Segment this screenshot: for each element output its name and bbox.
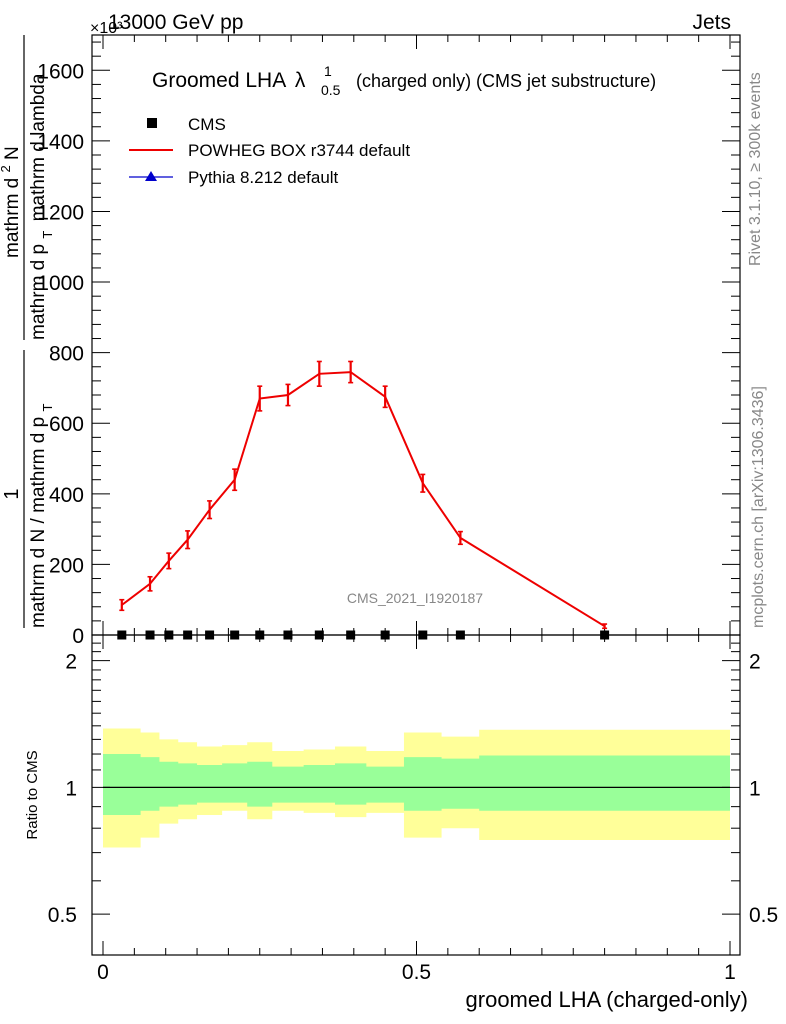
legend-powheg-label: POWHEG BOX r3744 default: [188, 141, 410, 160]
header-exponent: ×10³: [90, 20, 123, 37]
main-axes: 0 200 400 600 800 1000 1200 1400 1600: [37, 35, 740, 648]
ratio-axes: 0.5 0.5 1 1 2 2 0 0.5 1: [48, 634, 778, 984]
mcplots-label: mcplots.cern.ch [arXiv:1306.3436]: [750, 386, 767, 628]
ylabel-bottom-num-rest: N: [2, 146, 23, 160]
main-panel: 0 200 400 600 800 1000 1200 1400 1600 Groomed LH…: [37, 34, 741, 648]
ylabel-top-den: mathrm d N / mathrm d p T: [28, 404, 55, 628]
ylabel-top-den-text: mathrm d N / mathrm d p: [28, 417, 49, 628]
ylabel-bottom-num-sup: 2: [0, 165, 13, 172]
ratio-y-tick-label-right: 1: [749, 777, 761, 800]
y-tick-label: 800: [49, 343, 84, 366]
y-tick-label: 0: [72, 625, 84, 648]
x-tick-label: 0: [97, 961, 109, 984]
y-tick-label: 200: [49, 554, 84, 577]
title-lambda: λ: [295, 69, 306, 92]
ylabel-bottom-num: mathrm d 2 N: [0, 146, 23, 258]
legend-cms-marker: [147, 118, 157, 128]
ylabel-bottom-num-text: mathrm d: [2, 178, 23, 258]
ratio-y-tick-label-left: 2: [65, 651, 77, 674]
x-tick-label: 1: [724, 961, 736, 984]
ratio-ylabel: Ratio to CMS: [24, 750, 41, 839]
ratio-panel: 0.5 0.5 1 1 2 2 0 0.5 1: [48, 634, 778, 984]
title-sup: 1: [324, 63, 332, 79]
y-tick-label: 1400: [37, 131, 84, 154]
ylabel-bottom-den-sub: T: [40, 231, 55, 239]
ratio-bands: [103, 728, 730, 848]
ylabel-top-num: 1: [1, 488, 23, 499]
ylabel-top-den-sub: T: [40, 404, 55, 412]
xlabel: groomed LHA (charged-only): [466, 987, 748, 1012]
ratio-y-tick-label-left: 0.5: [48, 904, 77, 927]
ratio-y-tick-label-right: 2: [749, 651, 761, 674]
title-main: Groomed LHA: [152, 69, 286, 92]
ratio-y-tick-label-right: 0.5: [749, 904, 778, 927]
y-tick-label: 600: [49, 413, 84, 436]
ratio-inner-band: [103, 754, 730, 815]
analysis-watermark: CMS_2021_I1920187: [347, 590, 483, 606]
legend: CMS POWHEG BOX r3744 default Pythia 8.21…: [129, 115, 410, 187]
y-tick-label: 400: [49, 484, 84, 507]
powheg-line: [121, 371, 606, 628]
y-tick-label: 1600: [37, 60, 84, 83]
ylabel-bottom-den-text: mathrm d p: [28, 244, 49, 340]
title-sub: 0.5: [321, 82, 341, 98]
x-tick-label: 0.5: [402, 961, 431, 984]
chart-title: Groomed LHA λ: [152, 69, 306, 92]
legend-pythia-label: Pythia 8.212 default: [188, 168, 339, 187]
legend-pythia-marker: [145, 171, 157, 181]
ylabel-bottom-den: mathrm d p T mathrm d lambda: [28, 73, 57, 340]
header-left: 13000 GeV pp: [108, 11, 243, 34]
rivet-label: Rivet 3.1.10, ≥ 300k events: [747, 72, 764, 266]
ylabel-bottom-den-rest: mathrm d lambda: [28, 73, 49, 221]
ratio-y-tick-label-left: 1: [65, 777, 77, 800]
legend-cms-label: CMS: [188, 115, 226, 134]
y-tick-label: 1200: [37, 201, 84, 224]
header-right: Jets: [692, 11, 731, 34]
title-rest: (charged only) (CMS jet substructure): [356, 71, 656, 91]
main-ylabel: 1 mathrm d N / mathrm d p T mathrm d 2 N…: [0, 35, 57, 628]
y-tick-label: 1000: [37, 272, 84, 295]
